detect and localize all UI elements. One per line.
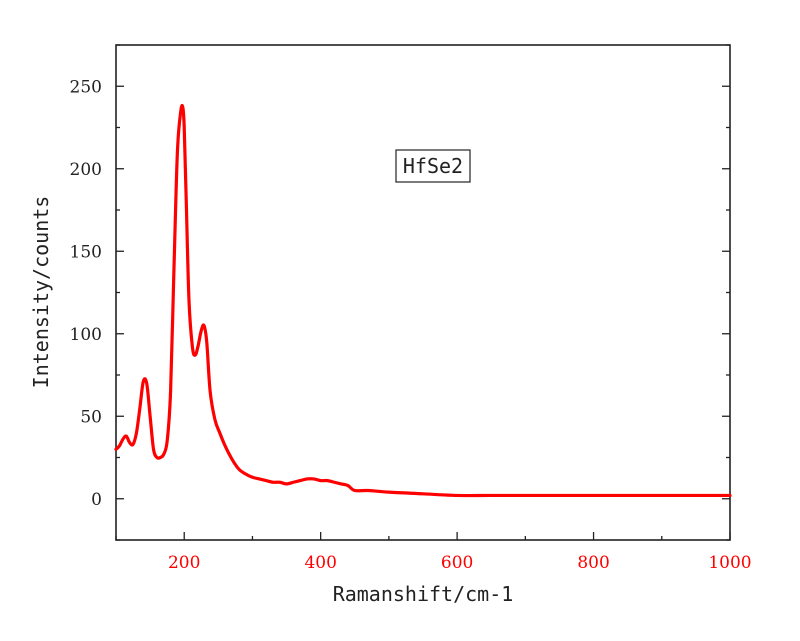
data-point — [169, 390, 171, 392]
data-point — [661, 494, 663, 496]
x-tick-label: 400 — [304, 553, 336, 573]
data-point — [132, 443, 134, 445]
data-point — [326, 479, 328, 481]
data-point — [118, 445, 120, 447]
data-point — [456, 494, 458, 496]
legend: HfSe2 — [395, 149, 471, 183]
data-point — [340, 483, 342, 485]
data-point — [191, 346, 193, 348]
y-tick-label: 200 — [70, 160, 102, 180]
x-tick-label: 800 — [577, 553, 609, 573]
data-point — [115, 448, 117, 450]
data-point — [152, 448, 154, 450]
data-point — [218, 432, 220, 434]
series-line-hfse2 — [114, 103, 732, 498]
data-point — [695, 494, 697, 496]
data-point — [188, 300, 190, 302]
data-point — [125, 435, 127, 437]
data-point — [422, 493, 424, 495]
data-point — [244, 473, 246, 475]
y-tick-label: 250 — [70, 77, 102, 97]
y-tick-label: 100 — [70, 325, 102, 345]
data-point — [729, 494, 731, 496]
data-point — [265, 479, 267, 481]
x-tick-label: 200 — [168, 553, 200, 573]
data-point — [388, 491, 390, 493]
data-point — [139, 407, 141, 409]
data-point — [231, 458, 233, 460]
legend-box — [395, 149, 471, 183]
data-point — [159, 456, 161, 458]
data-point — [490, 494, 492, 496]
data-point — [238, 468, 240, 470]
y-axis-ticks: 0 50 100 150 200 250 — [70, 44, 730, 541]
y-axis-title: Intensity/counts — [29, 196, 53, 389]
data-point — [128, 441, 130, 443]
data-point — [197, 346, 199, 348]
data-point — [185, 201, 187, 203]
y-tick-label: 0 — [91, 490, 102, 510]
data-point — [173, 267, 175, 269]
plot-frame — [115, 44, 731, 541]
x-axis-ticks: 200 400 600 800 1000 — [115, 532, 752, 573]
data-point — [306, 478, 308, 480]
data-point — [354, 489, 356, 491]
data-point — [251, 476, 253, 478]
data-point — [279, 481, 281, 483]
data-point — [258, 478, 260, 480]
data-point — [176, 151, 178, 153]
data-point — [592, 494, 594, 496]
data-point — [299, 479, 301, 481]
data-point — [200, 329, 202, 331]
x-tick-label: 1000 — [708, 553, 751, 573]
data-point — [122, 438, 124, 440]
data-point — [209, 390, 211, 392]
data-point — [142, 380, 144, 382]
data-point — [214, 418, 216, 420]
data-point — [135, 432, 137, 434]
data-point — [347, 484, 349, 486]
data-point — [203, 324, 205, 326]
data-point — [319, 479, 321, 481]
data-point — [292, 481, 294, 483]
data-point — [194, 354, 196, 356]
x-tick-label: 600 — [441, 553, 473, 573]
data-point — [367, 489, 369, 491]
data-point — [180, 110, 182, 112]
data-point — [333, 481, 335, 483]
data-point — [183, 126, 185, 128]
data-point — [558, 494, 560, 496]
data-point — [182, 107, 184, 109]
data-point — [285, 483, 287, 485]
data-point — [146, 382, 148, 384]
data-point — [156, 456, 158, 458]
legend-label: HfSe2 — [403, 154, 463, 178]
data-point — [272, 481, 274, 483]
data-point — [224, 445, 226, 447]
x-axis-title: Ramanshift/cm-1 — [333, 582, 514, 606]
data-point — [166, 440, 168, 442]
data-point — [163, 453, 165, 455]
data-point — [524, 494, 526, 496]
data-point — [149, 415, 151, 417]
y-tick-label: 50 — [80, 407, 102, 427]
y-tick-label: 150 — [70, 242, 102, 262]
data-point — [626, 494, 628, 496]
data-point — [313, 478, 315, 480]
data-point — [206, 341, 208, 343]
